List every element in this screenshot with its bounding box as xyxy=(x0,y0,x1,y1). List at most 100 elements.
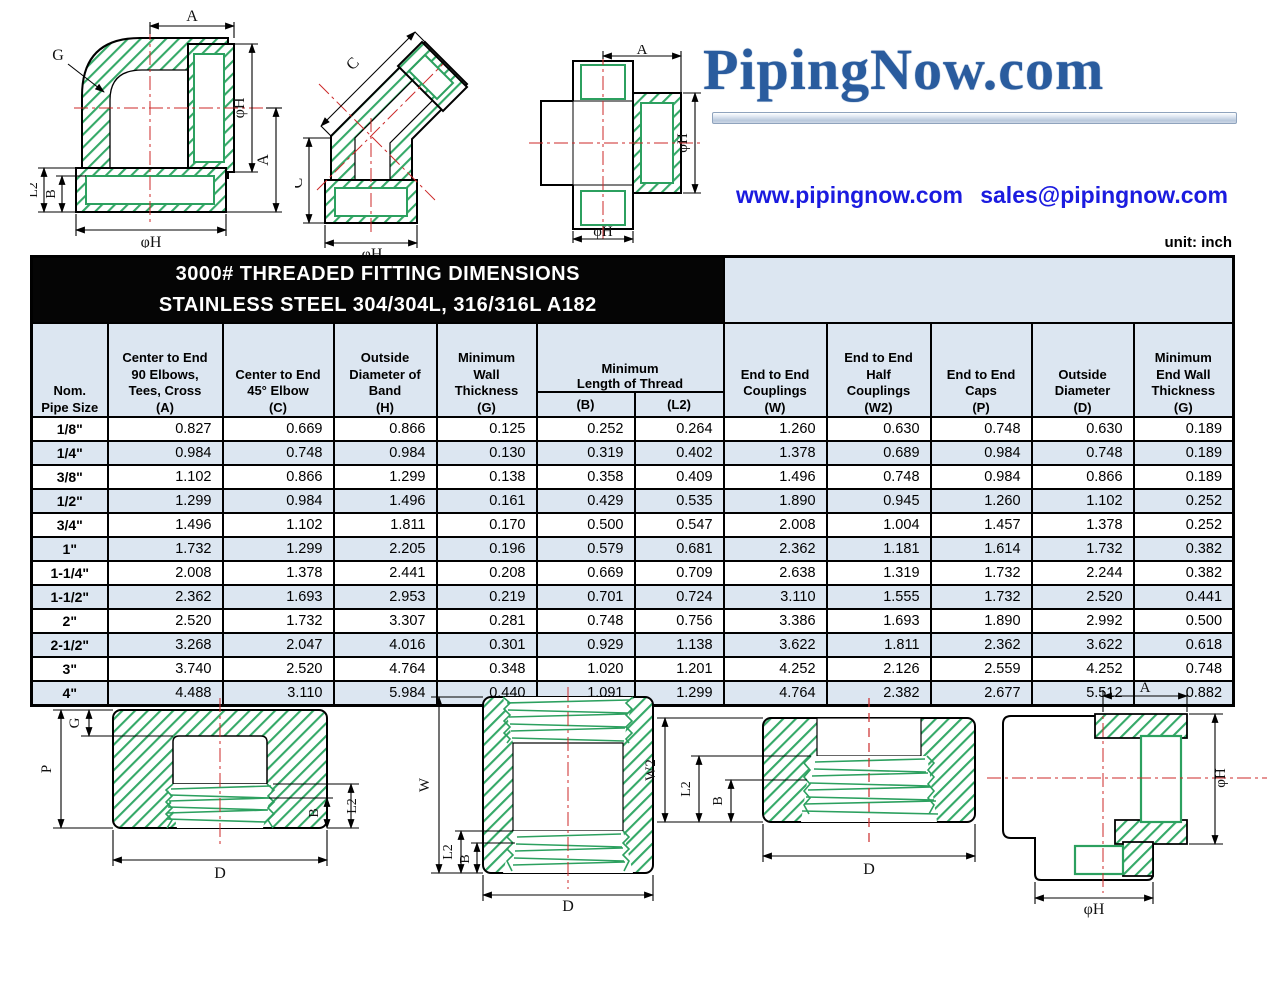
dimension-cell: 0.382 xyxy=(1132,560,1235,586)
dim-label: L2 xyxy=(345,798,360,814)
pipe-size-cell: 1/2" xyxy=(30,488,109,514)
dimension-cell: 1.732 xyxy=(221,608,335,634)
dim-label: D xyxy=(214,865,226,882)
dimension-cell: 3.110 xyxy=(722,584,828,610)
col-header-pipe-size: Nom. Pipe Size xyxy=(30,322,109,418)
col-header-c: Center to End 45° Elbow (C) xyxy=(221,322,335,418)
dim-label: A xyxy=(637,45,648,58)
dimension-cell: 1.260 xyxy=(722,416,828,442)
dimension-cell: 4.764 xyxy=(332,656,438,682)
dim-label: D xyxy=(863,861,875,878)
dim-label: φH xyxy=(141,234,162,248)
dimension-cell: 2.992 xyxy=(1030,608,1135,634)
dim-label: A xyxy=(1140,680,1151,696)
dimension-cell: 4.252 xyxy=(1030,656,1135,682)
dimension-cell: 1.020 xyxy=(535,656,636,682)
pipe-size-cell: 1/8" xyxy=(30,416,109,442)
dimension-cell: 2.362 xyxy=(722,536,828,562)
dim-label: W xyxy=(417,777,433,792)
dimension-cell: 2.677 xyxy=(929,680,1033,707)
pipe-size-cell: 3/4" xyxy=(30,512,109,538)
dim-label: G xyxy=(52,47,64,64)
dimension-cell: 4.488 xyxy=(106,680,224,707)
dimension-cell: 1.732 xyxy=(929,560,1033,586)
col-header-p: End to End Caps (P) xyxy=(929,322,1033,418)
dimension-cell: 1.732 xyxy=(929,584,1033,610)
unit-label: unit: inch xyxy=(1164,234,1233,251)
dimension-cell: 2.520 xyxy=(1030,584,1135,610)
dimension-cell: 1.890 xyxy=(929,608,1033,634)
dimension-cell: 4.252 xyxy=(722,656,828,682)
dimension-cell: 1.299 xyxy=(332,464,438,490)
dimension-cell: 2.008 xyxy=(106,560,224,586)
dimension-cell: 2.126 xyxy=(825,656,932,682)
dimension-cell: 0.189 xyxy=(1132,464,1235,490)
dimension-cell: 0.441 xyxy=(1132,584,1235,610)
dimension-cell: 1.732 xyxy=(1030,536,1135,562)
elbow-90-drawing: A G φH A L2 B φH xyxy=(30,8,282,248)
table-row: 1" 1.732 1.299 2.205 0.196 0.579 0.681 2.362 1.1… xyxy=(30,536,1235,562)
header-row: Nom. Pipe Size Center to End 90 Elbows, … xyxy=(30,321,1235,418)
col-header-w2: End to End Half Couplings (W2) xyxy=(825,322,932,418)
col-header-h: Outside Diameter of Band (H) xyxy=(332,322,438,418)
dim-label: φH xyxy=(231,97,248,118)
title-line1: 3000# THREADED FITTING DIMENSIONS xyxy=(175,263,580,285)
dimension-cell: 0.535 xyxy=(633,488,725,514)
dimension-cell: 0.756 xyxy=(633,608,725,634)
dimension-cell: 0.630 xyxy=(1030,416,1135,442)
dim-label: B xyxy=(711,796,726,805)
dim-label: φH xyxy=(1084,901,1105,918)
website-link[interactable]: www.pipingnow.com xyxy=(736,182,964,208)
dimension-cell: 2.520 xyxy=(106,608,224,634)
dimension-cell: 0.358 xyxy=(535,464,636,490)
dimension-cell: 0.984 xyxy=(332,440,438,466)
dimension-cell: 4.764 xyxy=(722,680,828,707)
dimension-cell: 2.008 xyxy=(722,512,828,538)
pipe-size-cell: 2-1/2" xyxy=(30,632,109,658)
email-link[interactable]: sales@pipingnow.com xyxy=(980,182,1228,208)
dimension-cell: 0.748 xyxy=(929,416,1033,442)
dimension-cell: 0.547 xyxy=(633,512,725,538)
table-row: 4" 4.488 3.110 5.984 0.440 1.091 1.299 4.764 2.3… xyxy=(30,680,1235,707)
dimension-cell: 0.382 xyxy=(1132,536,1235,562)
dimension-cell: 0.689 xyxy=(825,440,932,466)
dimension-cell: 0.724 xyxy=(633,584,725,610)
dimension-cell: 2.382 xyxy=(825,680,932,707)
dimension-cell: 0.866 xyxy=(332,416,438,442)
dimension-cell: 2.953 xyxy=(332,584,438,610)
dimension-cell: 0.748 xyxy=(1132,656,1235,682)
title-line2: STAINLESS STEEL 304/304L, 316/316L A182 xyxy=(158,294,597,316)
dimension-cell: 1.811 xyxy=(332,512,438,538)
col-header-g: Minimum Wall Thickness (G) xyxy=(435,322,538,418)
cap-section-drawing: G P L2 B D xyxy=(39,698,360,882)
col-header-g2: Minimum End Wall Thickness (G) xyxy=(1132,322,1235,418)
dimension-cell: 1.555 xyxy=(825,584,932,610)
dimension-cell: 0.866 xyxy=(221,464,335,490)
dimension-cell: 0.748 xyxy=(1030,440,1135,466)
half-coupling-section-drawing: W2 L2 B D xyxy=(645,698,976,878)
dimension-cell: 1.299 xyxy=(106,488,224,514)
elbow-45-drawing: C C φH xyxy=(295,31,469,260)
table-row: 3/8" 1.102 0.866 1.299 0.138 0.358 0.409 1.496 0… xyxy=(30,464,1235,490)
dimension-cell: 3.110 xyxy=(221,680,335,707)
dimension-cell: 1.378 xyxy=(722,440,828,466)
table-row: 2-1/2" 3.268 2.047 4.016 0.301 0.929 1.138 3.62… xyxy=(30,632,1235,658)
table-row: 1/8" 0.827 0.669 0.866 0.125 0.252 0.264 1.260 0… xyxy=(30,416,1235,442)
dimension-cell: 1.260 xyxy=(929,488,1033,514)
dim-label: P xyxy=(39,765,55,773)
dim-label: L2 xyxy=(679,781,694,797)
dimension-cell: 0.866 xyxy=(1030,464,1135,490)
dimension-cell: 3.740 xyxy=(106,656,224,682)
dim-label: C xyxy=(343,54,363,74)
dimension-cell: 1.378 xyxy=(1030,512,1135,538)
dimension-cell: 0.681 xyxy=(633,536,725,562)
dim-label: B xyxy=(44,189,59,198)
dimension-cell: 0.219 xyxy=(435,584,538,610)
pipingnow-logo: PipingNow.com xyxy=(703,37,1105,102)
dim-label: G xyxy=(67,717,83,728)
pipe-size-cell: 1/4" xyxy=(30,440,109,466)
dim-label: A xyxy=(186,8,198,25)
dim-label: L2 xyxy=(441,844,456,860)
dimension-cell: 1.102 xyxy=(106,464,224,490)
